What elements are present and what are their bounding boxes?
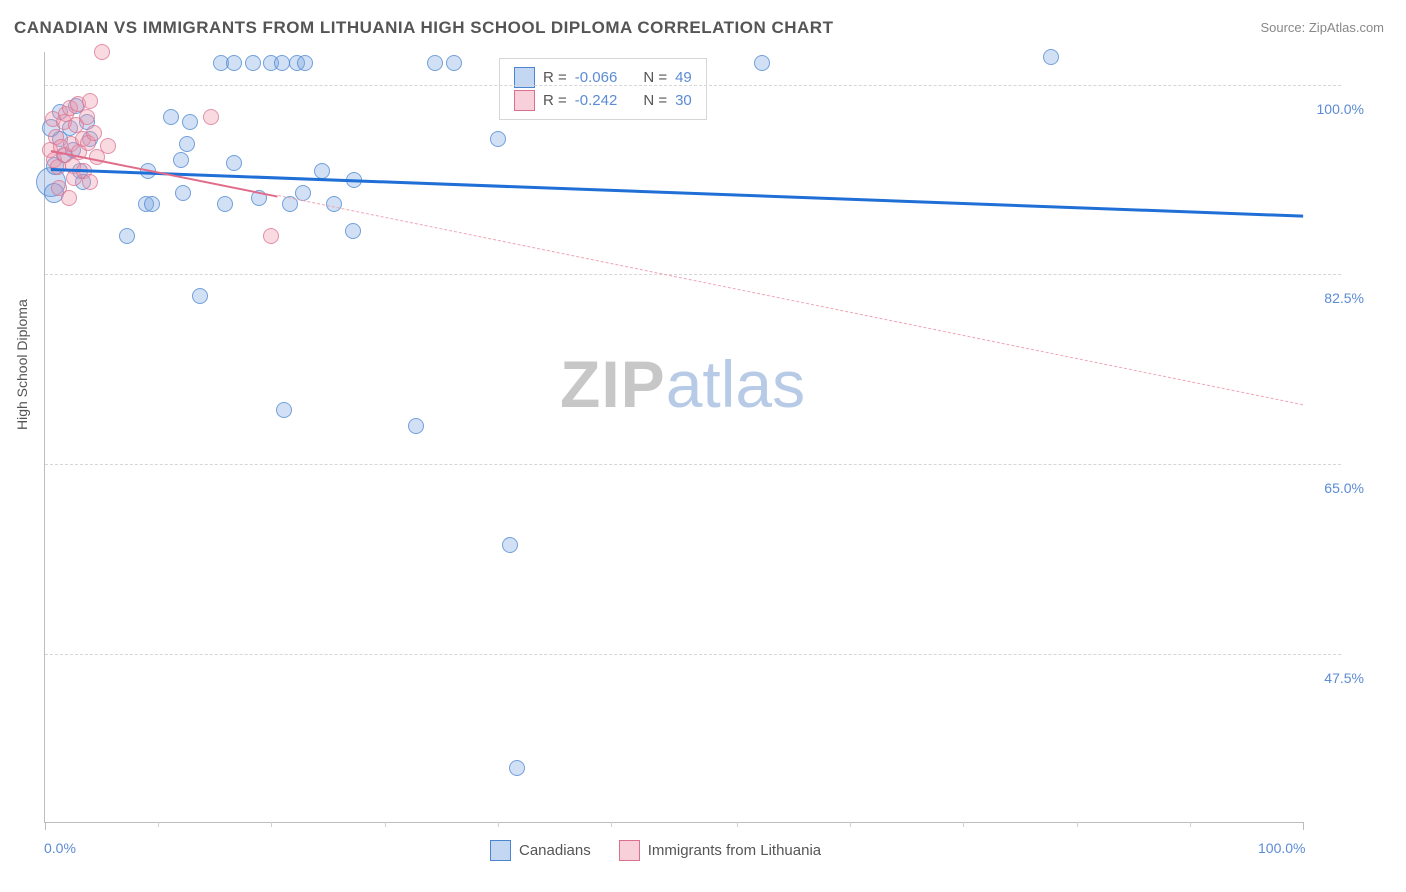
legend-correlation: R = -0.066 N = 49 R = -0.242 N = 30 xyxy=(499,58,707,120)
data-point xyxy=(203,109,219,125)
legend-n-value: 30 xyxy=(675,92,692,109)
legend-swatch xyxy=(490,840,511,861)
data-point xyxy=(408,418,424,434)
data-point xyxy=(217,196,233,212)
gridline xyxy=(45,274,1341,275)
legend-series: Canadians Immigrants from Lithuania xyxy=(490,840,821,861)
data-point xyxy=(61,190,77,206)
x-tick-minor xyxy=(737,822,738,827)
data-point xyxy=(179,136,195,152)
x-tick-minor xyxy=(1190,822,1191,827)
data-point xyxy=(144,196,160,212)
data-point xyxy=(163,109,179,125)
y-tick-label: 82.5% xyxy=(1304,290,1364,306)
x-tick-minor xyxy=(611,822,612,827)
x-tick-minor xyxy=(498,822,499,827)
data-point xyxy=(263,228,279,244)
legend-r-value: -0.066 xyxy=(575,69,618,86)
data-point xyxy=(119,228,135,244)
y-tick-label: 100.0% xyxy=(1304,101,1364,117)
legend-item: Canadians xyxy=(490,840,591,861)
gridline xyxy=(45,85,1341,86)
x-tick xyxy=(1303,822,1304,830)
data-point xyxy=(274,55,290,71)
data-point xyxy=(314,163,330,179)
data-point xyxy=(754,55,770,71)
data-point xyxy=(100,138,116,154)
source-label: Source: ZipAtlas.com xyxy=(1260,20,1384,35)
y-axis-title: High School Diploma xyxy=(14,299,30,430)
data-point xyxy=(226,55,242,71)
data-point xyxy=(509,760,525,776)
plot-area: R = -0.066 N = 49 R = -0.242 N = 30 xyxy=(44,52,1303,823)
x-tick-minor xyxy=(385,822,386,827)
data-point xyxy=(175,185,191,201)
data-point xyxy=(82,93,98,109)
x-tick-label: 100.0% xyxy=(1258,840,1305,856)
legend-swatch xyxy=(619,840,640,861)
data-point xyxy=(427,55,443,71)
y-tick-label: 47.5% xyxy=(1304,670,1364,686)
x-tick-minor xyxy=(158,822,159,827)
data-point xyxy=(345,223,361,239)
data-point xyxy=(276,402,292,418)
data-point xyxy=(502,537,518,553)
legend-r-label: R = xyxy=(543,92,567,109)
data-point xyxy=(94,44,110,60)
legend-r-label: R = xyxy=(543,69,567,86)
data-point xyxy=(192,288,208,304)
x-tick-minor xyxy=(963,822,964,827)
data-point xyxy=(226,155,242,171)
legend-n-label: N = xyxy=(643,69,667,86)
x-tick-minor xyxy=(1077,822,1078,827)
x-tick-minor xyxy=(850,822,851,827)
chart-title: CANADIAN VS IMMIGRANTS FROM LITHUANIA HI… xyxy=(14,18,833,38)
legend-n-value: 49 xyxy=(675,69,692,86)
data-point xyxy=(86,125,102,141)
gridline xyxy=(45,654,1341,655)
gridline xyxy=(45,464,1341,465)
legend-r-value: -0.242 xyxy=(575,92,618,109)
x-tick xyxy=(45,822,46,830)
legend-label: Immigrants from Lithuania xyxy=(648,842,821,859)
legend-label: Canadians xyxy=(519,842,591,859)
legend-row: R = -0.242 N = 30 xyxy=(514,90,692,111)
legend-item: Immigrants from Lithuania xyxy=(619,840,821,861)
data-point xyxy=(490,131,506,147)
legend-n-label: N = xyxy=(643,92,667,109)
data-point xyxy=(173,152,189,168)
trend-line xyxy=(51,168,1303,218)
data-point xyxy=(297,55,313,71)
trend-line xyxy=(278,195,1303,405)
legend-swatch xyxy=(514,90,535,111)
x-tick-minor xyxy=(271,822,272,827)
x-tick-label: 0.0% xyxy=(44,840,76,856)
data-point xyxy=(326,196,342,212)
data-point xyxy=(82,174,98,190)
data-point xyxy=(182,114,198,130)
data-point xyxy=(446,55,462,71)
data-point xyxy=(1043,49,1059,65)
data-point xyxy=(79,109,95,125)
y-tick-label: 65.0% xyxy=(1304,480,1364,496)
data-point xyxy=(245,55,261,71)
